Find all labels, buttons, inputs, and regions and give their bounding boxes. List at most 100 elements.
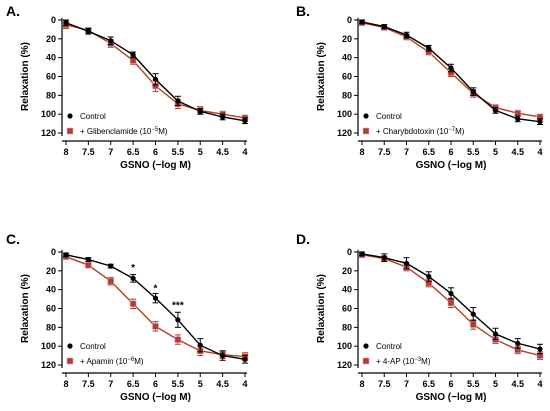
x-tick-label: 4.5 <box>511 147 524 157</box>
legend: Control + Glibenclamide (10−5M) <box>66 112 168 136</box>
data-point <box>470 311 476 317</box>
legend-marker <box>362 357 370 365</box>
chart-panel-1: A. 0 20 40 60 80 100 120 8 7.5 7 6.5 6 5.5 5 4.5 4 GSNO (… <box>6 3 249 171</box>
x-tick-label: 8 <box>359 147 364 157</box>
x-tick-label: 6.5 <box>422 379 435 389</box>
legend: Control + Charybdotoxin (10−7M) <box>362 112 465 136</box>
x-tick-label: 6.5 <box>127 147 140 157</box>
data-point <box>403 260 410 266</box>
data-point <box>85 261 92 269</box>
y-axis-label: Relaxation (%) <box>20 42 31 111</box>
x-tick-label: 6 <box>448 379 453 389</box>
data-point <box>426 273 432 280</box>
y-tick-label: 100 <box>337 341 352 351</box>
x-tick-label: 4.5 <box>216 379 229 389</box>
legend-label: Control <box>80 342 106 351</box>
x-tick-label: 6.5 <box>422 147 435 157</box>
data-point <box>381 255 387 261</box>
data-point <box>130 52 136 58</box>
x-tick-label: 4 <box>242 379 247 389</box>
y-tick-label: 120 <box>41 128 56 138</box>
y-tick-label: 20 <box>46 266 56 276</box>
x-tick-label: 7 <box>108 379 113 389</box>
data-point <box>107 277 115 285</box>
y-tick-label: 80 <box>342 322 352 332</box>
y-tick-label: 120 <box>337 360 352 370</box>
x-tick-label: 6.5 <box>127 379 140 389</box>
data-point <box>492 107 499 113</box>
data-point <box>359 251 365 257</box>
x-tick-label: 7.5 <box>82 379 95 389</box>
data-point <box>515 116 521 122</box>
x-tick-label: 7 <box>108 147 113 157</box>
panel-letter: A. <box>6 3 20 19</box>
x-tick-label: 5.5 <box>467 379 480 389</box>
data-point <box>152 295 159 301</box>
x-tick-label: 8 <box>63 379 68 389</box>
y-tick-label: 40 <box>46 285 56 295</box>
data-point <box>63 252 69 258</box>
data-point <box>470 88 476 95</box>
data-point <box>220 352 226 359</box>
legend-label: Control <box>376 342 402 351</box>
data-point <box>108 263 114 269</box>
legend-label: + Charybdotoxin (10−7M) <box>376 127 465 136</box>
legend-marker <box>362 127 370 135</box>
y-tick-label: 100 <box>41 341 56 351</box>
y-tick-label: 60 <box>342 72 352 82</box>
x-tick-label: 7 <box>404 379 409 389</box>
data-point <box>537 346 543 352</box>
data-point <box>174 336 182 343</box>
x-tick-label: 5 <box>198 147 203 157</box>
series-line <box>65 22 246 122</box>
x-axis-label: GSNO (−log M) <box>416 392 487 403</box>
y-tick-label: 40 <box>342 53 352 63</box>
data-point <box>130 275 136 281</box>
data-point <box>63 20 69 26</box>
significance-label: * <box>131 263 135 274</box>
y-tick-label: 80 <box>46 322 56 332</box>
y-tick-label: 20 <box>342 266 352 276</box>
series-line <box>65 24 246 119</box>
x-tick-label: 6 <box>448 147 453 157</box>
y-axis-label: Relaxation (%) <box>316 42 327 111</box>
legend-marker <box>363 113 369 119</box>
series-treatment <box>62 20 249 122</box>
x-tick-label: 8 <box>63 147 68 157</box>
data-point <box>85 28 91 34</box>
legend-marker <box>67 343 73 349</box>
y-tick-label: 120 <box>41 360 56 370</box>
y-tick-label: 40 <box>342 285 352 295</box>
legend: Control + 4-AP (10−3M) <box>362 342 431 366</box>
x-tick-label: 6 <box>153 379 158 389</box>
data-point <box>515 340 521 346</box>
x-tick-label: 5.5 <box>172 147 185 157</box>
x-tick-label: 5 <box>198 379 203 389</box>
x-tick-label: 4 <box>242 147 247 157</box>
y-axis-label: Relaxation (%) <box>316 274 327 343</box>
data-point <box>426 45 432 51</box>
data-point <box>242 356 248 362</box>
x-tick-label: 4.5 <box>511 379 524 389</box>
data-point <box>448 290 454 297</box>
data-point <box>469 321 477 328</box>
x-tick-label: 4.5 <box>216 147 229 157</box>
significance-label: * <box>154 284 158 295</box>
y-tick-label: 0 <box>51 247 56 257</box>
data-point <box>514 109 522 117</box>
data-point <box>108 38 114 44</box>
data-point <box>197 108 203 114</box>
data-point <box>447 299 455 307</box>
legend-label: + Apamin (10−6M) <box>80 357 144 366</box>
chart-panel-3: C. 0 20 40 60 80 100 120 8 7.5 7 6.5 6 5.5 5 4.5 4 GSNO (… <box>6 231 249 403</box>
data-point <box>381 23 387 30</box>
chart-panel-2: B. 0 20 40 60 80 100 120 8 7.5 7 6.5 6 5.5 5 4.5 4 GSNO (… <box>296 3 544 171</box>
legend-marker <box>66 127 74 135</box>
panel-letter: C. <box>6 231 20 247</box>
data-point <box>85 256 91 263</box>
y-tick-label: 20 <box>46 34 56 44</box>
y-tick-label: 20 <box>342 34 352 44</box>
data-point <box>175 98 181 104</box>
x-tick-label: 4 <box>537 379 542 389</box>
